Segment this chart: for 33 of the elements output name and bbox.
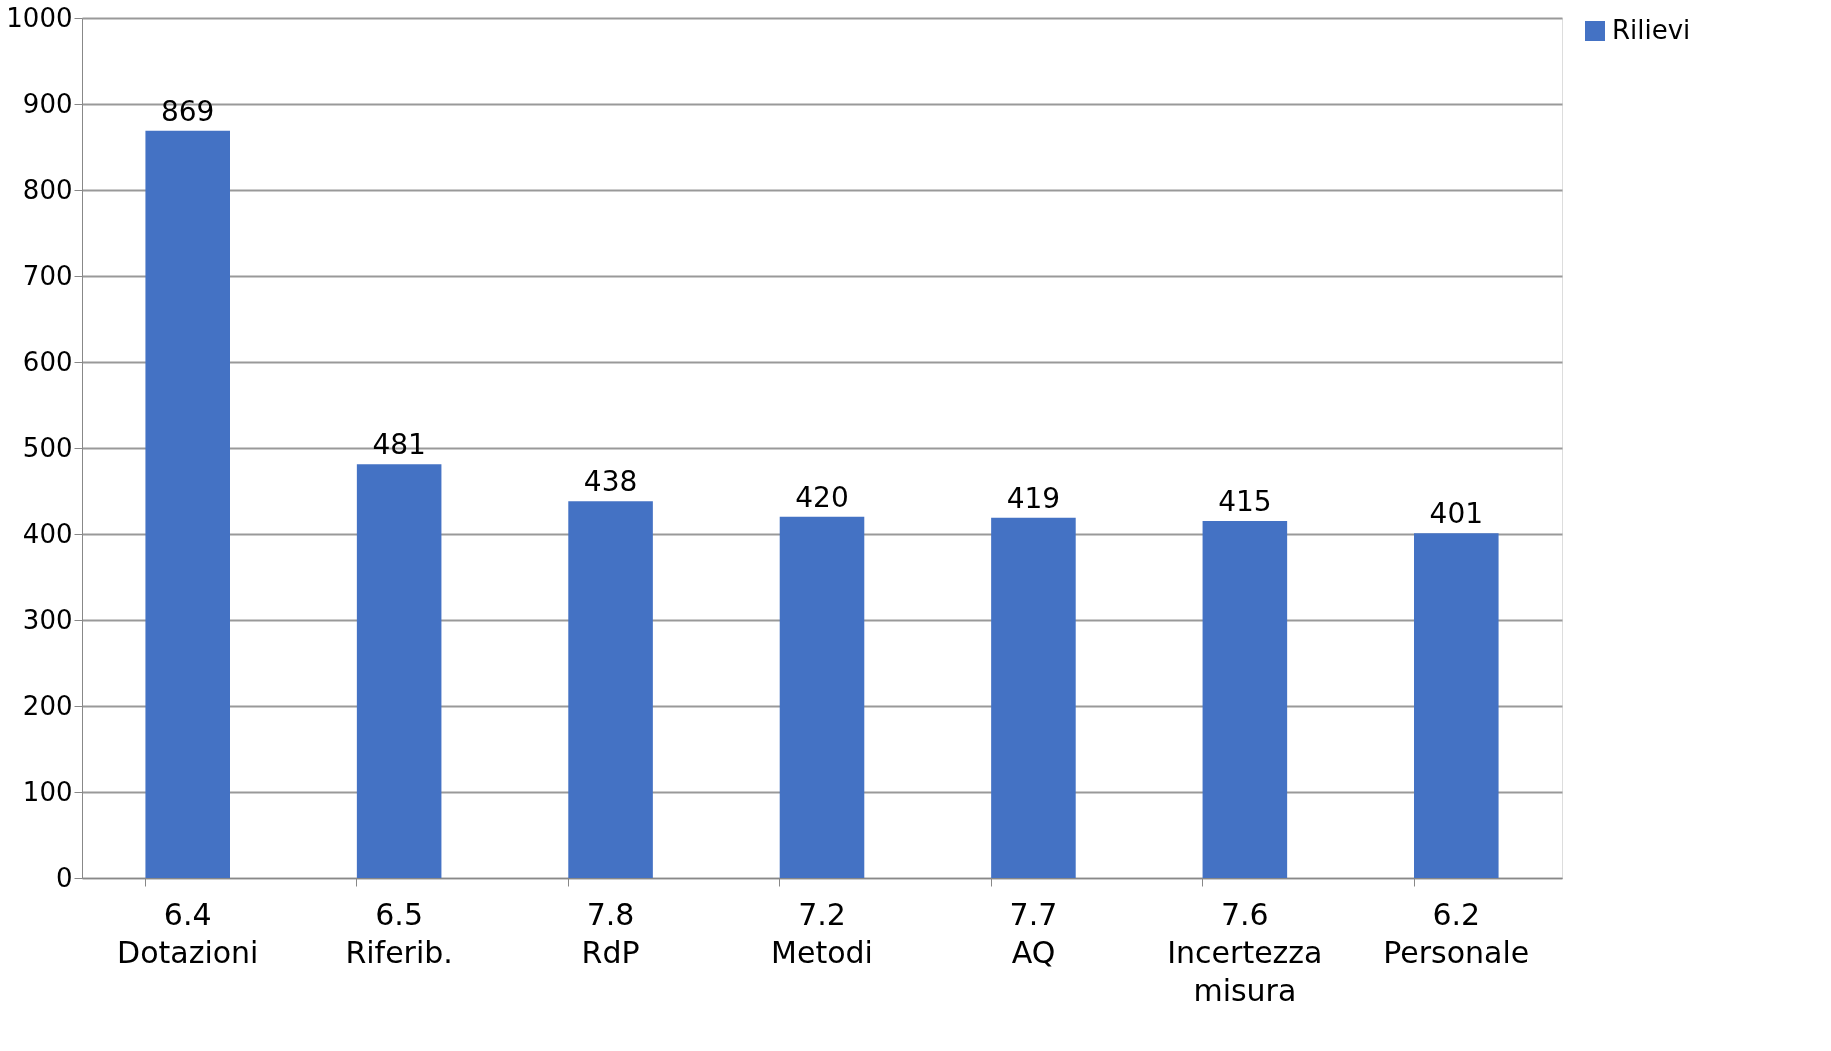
bar	[991, 517, 1076, 878]
x-tick-label: 7.2 Metodi	[771, 896, 873, 970]
data-label: 869	[160, 94, 215, 128]
x-tick-label: 7.7 AQ	[1009, 896, 1058, 970]
y-tick-label: 200	[22, 690, 73, 721]
data-label: 401	[1429, 497, 1484, 531]
data-label: 415	[1218, 485, 1272, 519]
x-tick-label: 7.6 Incertezza misura	[1167, 896, 1323, 1008]
bar	[145, 130, 230, 878]
data-label: 419	[1006, 481, 1061, 515]
bar	[568, 501, 653, 878]
y-tick-label: 700	[22, 260, 73, 291]
bar	[1414, 533, 1499, 878]
bar	[356, 464, 442, 878]
x-tick-label: 7.8 RdP	[581, 896, 640, 970]
legend-label: Rilievi	[1612, 15, 1691, 45]
y-tick-label: 300	[22, 604, 73, 635]
y-tick-label: 400	[22, 518, 73, 549]
bar	[779, 516, 865, 878]
x-tick-label: 6.2 Personale	[1383, 896, 1530, 970]
y-tick-label: 100	[22, 776, 73, 807]
y-tick-label: 0	[55, 862, 73, 893]
y-tick-label: 1000	[6, 2, 73, 33]
x-tick-label: 6.4 Dotazioni	[117, 896, 259, 970]
y-tick-label: 500	[22, 432, 73, 463]
x-tick-label: 6.5 Riferib.	[345, 896, 453, 970]
data-label: 481	[372, 428, 426, 462]
y-tick-label: 600	[22, 346, 73, 377]
bar	[1202, 521, 1288, 878]
data-label: 420	[795, 480, 849, 514]
data-label: 438	[583, 465, 638, 499]
y-tick-label: 800	[22, 174, 73, 205]
y-tick-label: 900	[22, 88, 73, 119]
